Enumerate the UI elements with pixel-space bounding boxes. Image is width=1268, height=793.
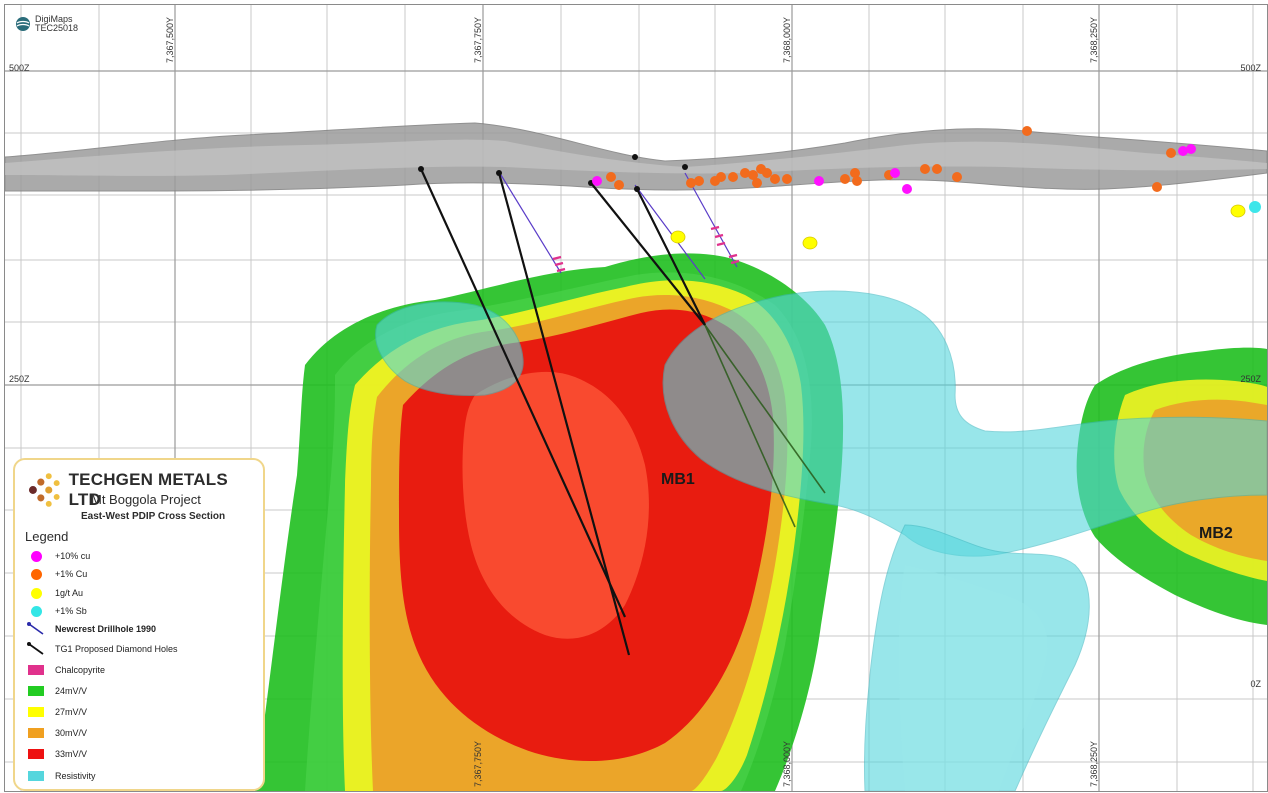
resistivity-body-feeder xyxy=(863,524,1090,791)
cross-section-view[interactable]: DigiMaps TEC25018 7,367,500Y 7,367,750Y … xyxy=(4,4,1268,792)
magenta-dot-icon xyxy=(30,550,42,562)
techgen-logo-icon xyxy=(28,473,60,507)
legend-item: 24mV/V xyxy=(27,685,87,697)
mb1-label: MB1 xyxy=(661,471,695,488)
mb2-label: MB2 xyxy=(1199,525,1233,542)
red-swatch-icon xyxy=(28,749,44,759)
legend-item-label: +1% Cu xyxy=(55,569,88,579)
legend-item-label: TG1 Proposed Diamond Holes xyxy=(55,644,178,654)
cross-section-scene xyxy=(5,5,1267,791)
company-name: TECHGEN METALS LTD xyxy=(68,470,228,509)
legend-item: 27mV/V xyxy=(27,706,87,718)
northing-label-bottom: 7,368,000Y xyxy=(782,740,792,787)
tg1-proposed-holes xyxy=(419,168,706,656)
resistivity-body-central xyxy=(662,290,1267,557)
mb1-core-highlight xyxy=(462,371,649,639)
tg1-holes-lower xyxy=(704,324,826,528)
au-1gt-points xyxy=(670,204,1246,250)
legend-item: 30mV/V xyxy=(27,727,87,739)
legend-item-label: 1g/t Au xyxy=(55,588,84,598)
cu-1pct-points xyxy=(606,126,1176,192)
northing-label-top: 7,367,750Y xyxy=(473,16,483,63)
legend-item: TG1 Proposed Diamond Holes xyxy=(27,642,178,655)
elevation-label: 250Z xyxy=(1240,374,1261,384)
northing-label-top: 7,368,250Y xyxy=(1089,16,1099,63)
green-swatch-icon xyxy=(28,686,44,696)
elevation-label: 250Z xyxy=(9,374,30,384)
chalcopyrite-intercepts xyxy=(552,225,740,273)
northing-label-bottom: 7,367,750Y xyxy=(473,740,483,787)
northing-label-top: 7,367,500Y xyxy=(165,16,175,63)
elevation-label: 0Z xyxy=(1250,679,1261,689)
legend-item-label: 33mV/V xyxy=(55,749,88,759)
globe-icon xyxy=(16,17,30,31)
newcrest-drillholes xyxy=(500,172,738,280)
blue-drillhole-icon xyxy=(27,622,44,635)
legend-item: +1% Sb xyxy=(27,605,87,617)
legend-item-label: 24mV/V xyxy=(55,686,88,696)
resistivity-feeder-inner xyxy=(899,565,1048,791)
legend-item-label: +10% cu xyxy=(55,551,91,561)
legend-item: Chalcopyrite xyxy=(27,664,105,676)
surface-band-highlight xyxy=(5,139,1267,176)
legend-item-label: 30mV/V xyxy=(55,728,88,738)
cu-10pct-points xyxy=(592,144,1196,194)
sb-1pct-points xyxy=(1249,201,1261,213)
legend-item: Newcrest Drillhole 1990 xyxy=(27,622,157,635)
black-drillhole-icon xyxy=(27,642,44,655)
legend-item-label: +1% Sb xyxy=(55,606,87,616)
legend-item: +1% Cu xyxy=(27,568,87,580)
legend-item-label: Resistivity xyxy=(55,771,96,781)
elevation-label: 500Z xyxy=(9,63,30,73)
legend-item: +10% cu xyxy=(27,550,90,562)
orange-swatch-icon xyxy=(28,728,44,738)
legend-item-label: Newcrest Drillhole 1990 xyxy=(55,624,157,634)
legend-item-label: 27mV/V xyxy=(55,707,88,717)
yellow-dot-icon xyxy=(30,587,42,599)
yellow-swatch-icon xyxy=(28,707,44,717)
chalcopyrite-swatch-icon xyxy=(28,665,44,675)
brand-block: DigiMaps TEC25018 xyxy=(15,15,78,33)
legend-item: Resistivity xyxy=(27,770,96,782)
legend-panel: TECHGEN METALS LTD Mt Boggola Project Ea… xyxy=(13,458,265,791)
section-title: East-West PDIP Cross Section xyxy=(81,511,226,522)
project-name: Mt Boggola Project xyxy=(91,492,201,507)
elevation-label: 500Z xyxy=(1240,63,1261,73)
brand-code: TEC25018 xyxy=(35,23,79,33)
legend-item: 33mV/V xyxy=(27,748,87,760)
legend-item-label: Chalcopyrite xyxy=(55,665,106,675)
orange-dot-icon xyxy=(30,568,42,580)
brand-name: DigiMaps xyxy=(35,14,73,24)
northing-label-bottom: 7,368,250Y xyxy=(1089,740,1099,787)
legend-title: Legend xyxy=(25,529,69,544)
resistivity-swatch-icon xyxy=(28,771,44,781)
cyan-dot-icon xyxy=(30,605,42,617)
legend-item: 1g/t Au xyxy=(27,587,83,599)
northing-label-top: 7,368,000Y xyxy=(782,16,792,63)
